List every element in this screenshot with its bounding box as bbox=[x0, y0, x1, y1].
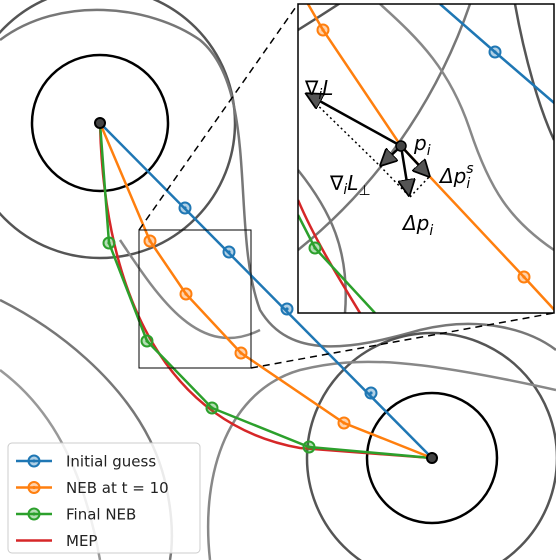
label-part: ∇ bbox=[329, 171, 344, 195]
endpoint bbox=[426, 452, 438, 464]
contour bbox=[379, 4, 554, 252]
label-part: s bbox=[466, 161, 473, 177]
label-part: Δp bbox=[438, 164, 466, 188]
legend-box bbox=[7, 442, 201, 554]
arrow bbox=[401, 145, 409, 195]
label-step: Δpi bbox=[401, 211, 433, 239]
mep-line bbox=[298, 199, 362, 313]
label-part: i bbox=[318, 87, 322, 103]
marker-dot bbox=[321, 28, 325, 32]
marker-dot bbox=[285, 307, 289, 311]
legend-label: Initial guess bbox=[66, 453, 156, 471]
contour bbox=[298, 4, 342, 32]
legend-label: Final NEB bbox=[66, 506, 136, 524]
label-part: Δp bbox=[401, 211, 429, 235]
marker-dot bbox=[32, 459, 36, 463]
zoom-box bbox=[138, 229, 252, 369]
marker-dot bbox=[210, 406, 214, 410]
legend-label: MEP bbox=[66, 532, 97, 550]
label-part: L bbox=[322, 76, 333, 100]
inset-frame bbox=[297, 3, 555, 314]
label-part: i bbox=[429, 223, 433, 239]
contour bbox=[365, 391, 499, 525]
legend: Initial guess NEB at t = 10 Final NEB MEP bbox=[7, 442, 201, 554]
label-spring: Δpis bbox=[438, 161, 474, 192]
marker-dot bbox=[32, 485, 36, 490]
marker-dot bbox=[522, 275, 526, 279]
arrow bbox=[307, 94, 402, 148]
label-part: i bbox=[343, 182, 347, 198]
zoom-connector bbox=[138, 3, 299, 231]
contour bbox=[513, 4, 554, 141]
label-part: L bbox=[347, 171, 358, 195]
label-grad-perp: ∇iL⊥ bbox=[329, 171, 371, 199]
label-part: ∇ bbox=[304, 76, 319, 100]
marker-dot bbox=[307, 445, 311, 449]
marker-dot bbox=[227, 250, 231, 254]
marker-dot bbox=[107, 241, 111, 245]
marker-dot bbox=[342, 421, 346, 425]
final-neb-line bbox=[98, 122, 433, 460]
contour bbox=[298, 169, 347, 313]
contour bbox=[206, 360, 556, 560]
label-part: i bbox=[466, 176, 470, 192]
marker-dot bbox=[493, 50, 497, 54]
marker-dot bbox=[313, 246, 317, 250]
marker-dot bbox=[148, 239, 152, 243]
paths bbox=[98, 122, 433, 460]
marker-dot bbox=[369, 391, 373, 395]
arrow bbox=[400, 145, 429, 176]
label-part: ⊥ bbox=[358, 183, 370, 199]
label-part: i bbox=[427, 143, 431, 159]
marker-dot bbox=[32, 512, 36, 516]
legend-label: NEB at t = 10 bbox=[66, 479, 169, 497]
label-part: p bbox=[413, 131, 427, 155]
point bbox=[395, 140, 407, 152]
label-grad: ∇iL bbox=[304, 76, 333, 103]
neb-line bbox=[98, 122, 433, 460]
label-point: pi bbox=[413, 131, 431, 159]
marker-dot bbox=[239, 351, 243, 355]
marker-dot bbox=[183, 206, 187, 210]
contour bbox=[30, 53, 170, 193]
contour bbox=[0, 0, 237, 260]
endpoint bbox=[94, 117, 106, 129]
contour bbox=[305, 331, 556, 560]
marker-dot bbox=[145, 339, 149, 343]
inset: ∇iL pi ∇iL⊥ Δpis Δpi bbox=[297, 3, 555, 314]
marker-dot bbox=[184, 292, 188, 296]
markers bbox=[94, 117, 438, 464]
contour bbox=[118, 239, 261, 340]
initial-line bbox=[99, 122, 433, 459]
zoom-connector bbox=[250, 312, 555, 369]
